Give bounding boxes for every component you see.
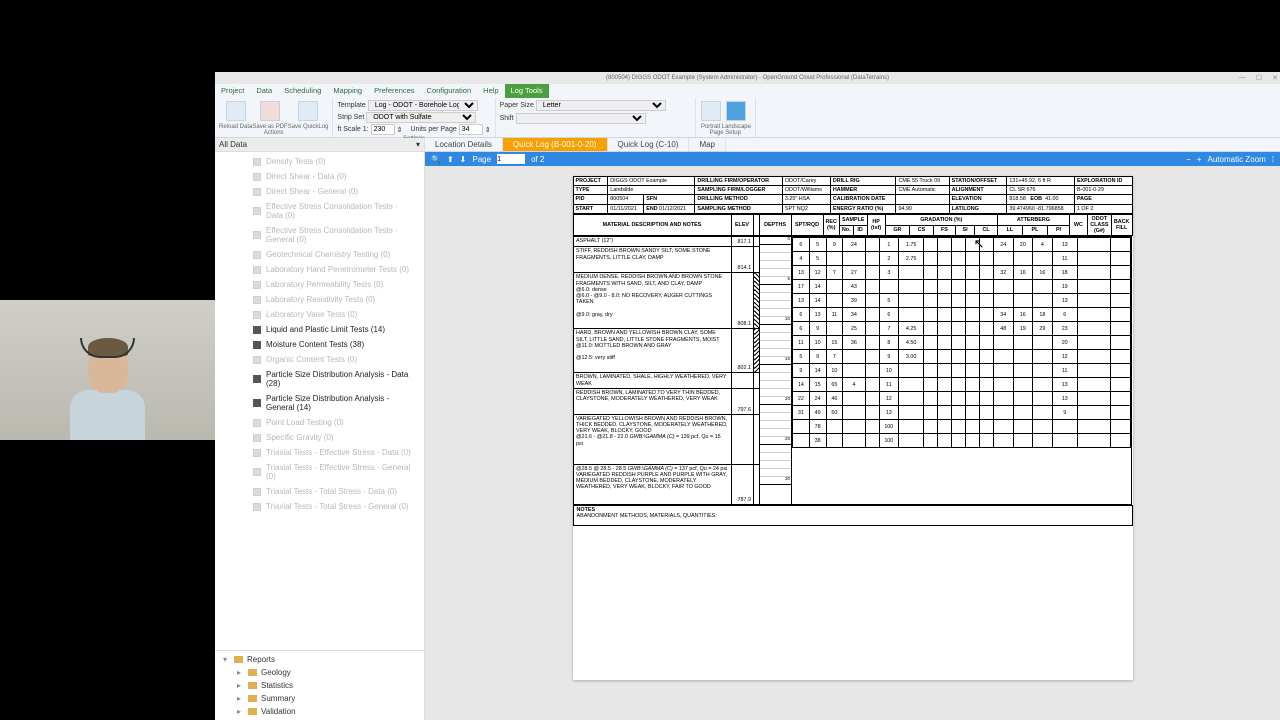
sidebar-item[interactable]: Triaxial Tests - Total Stress - Data (0) [215, 484, 424, 499]
sidebar-item[interactable]: Point Load Testing (0) [215, 415, 424, 430]
item-icon [253, 266, 261, 274]
minimize-icon[interactable]: — [1239, 74, 1246, 82]
sidebar-item[interactable]: Effective Stress Consolidation Tests - G… [215, 223, 424, 247]
item-icon [253, 207, 261, 215]
sidebar: All Data ▾ Density Tests (0)Direct Shear… [215, 138, 425, 720]
item-icon [253, 503, 261, 511]
webcam-panel [0, 300, 215, 440]
subtab[interactable]: Map [689, 138, 726, 151]
log-page: ↖ PROJECTDIGGS ODOT Example DRILLING FIR… [573, 176, 1133, 680]
sidebar-item[interactable]: Effective Stress Consolidation Tests - D… [215, 199, 424, 223]
scale-input[interactable] [371, 124, 395, 135]
app-window: (800504) DIGGS ODOT Example (System Admi… [215, 72, 1280, 720]
item-icon [253, 341, 261, 349]
folder-icon [234, 656, 243, 663]
ribbon-tab-project[interactable]: Project [215, 84, 250, 98]
tree-node[interactable]: ▸Geology [215, 666, 424, 679]
shift-select[interactable] [516, 113, 646, 124]
sidebar-item[interactable]: Direct Shear - General (0) [215, 184, 424, 199]
sidebar-item[interactable]: Laboratory Permeability Tests (0) [215, 277, 424, 292]
item-icon [253, 296, 261, 304]
portrait-button[interactable] [701, 101, 721, 121]
ribbon-tab-help[interactable]: Help [477, 84, 504, 98]
sidebar-item[interactable]: Particle Size Distribution Analysis - Ge… [215, 391, 424, 415]
ribbon: Reload Data Save as PDF Save QuickLog Ac… [215, 98, 1280, 138]
item-icon [253, 399, 261, 407]
item-icon [253, 419, 261, 427]
item-icon [253, 326, 261, 334]
viewer-toolbar: 🔍 ⬆ ⬇ Page of 2 − + Automatic Zoom ⁞ [425, 152, 1280, 166]
item-icon [253, 434, 261, 442]
sidebar-item[interactable]: Direct Shear - Data (0) [215, 169, 424, 184]
tree-node[interactable]: ▸Statistics [215, 679, 424, 692]
sidebar-item[interactable]: Particle Size Distribution Analysis - Da… [215, 367, 424, 391]
page-down-icon[interactable]: ⬇ [460, 155, 467, 164]
item-icon [253, 356, 261, 364]
sidebar-item[interactable]: Organic Content Tests (0) [215, 352, 424, 367]
search-icon[interactable]: 🔍 [431, 155, 441, 164]
item-icon [253, 311, 261, 319]
chevron-down-icon[interactable]: ▾ [416, 140, 420, 149]
item-icon [253, 188, 261, 196]
zoom-in-icon[interactable]: + [1197, 155, 1202, 164]
sidebar-item[interactable]: Specific Gravity (0) [215, 430, 424, 445]
folder-icon [248, 708, 257, 715]
sidebar-item[interactable]: Geotechnical Chemistry Testing (0) [215, 247, 424, 262]
tree-node[interactable]: ▸Summary [215, 692, 424, 705]
sidebar-item[interactable]: Density Tests (0) [215, 154, 424, 169]
save-pdf-button[interactable] [260, 101, 280, 121]
window-title: (800504) DIGGS ODOT Example (System Admi… [606, 75, 889, 81]
zoom-out-icon[interactable]: − [1186, 155, 1191, 164]
ribbon-tab-configuration[interactable]: Configuration [421, 84, 478, 98]
sidebar-item[interactable]: Laboratory Resistivity Tests (0) [215, 292, 424, 307]
item-icon [253, 488, 261, 496]
folder-icon [248, 695, 257, 702]
item-icon [253, 375, 261, 383]
sidebar-item[interactable]: Triaxial Tests - Total Stress - General … [215, 499, 424, 514]
sidebar-title: All Data [219, 140, 247, 149]
subtab[interactable]: Location Details [425, 138, 503, 151]
sidebar-item[interactable]: Triaxial Tests - Effective Stress - Gene… [215, 460, 424, 484]
sidebar-item[interactable]: Liquid and Plastic Limit Tests (14) [215, 322, 424, 337]
subtab[interactable]: Quick Log (C-10) [608, 138, 690, 151]
ribbon-tab-mapping[interactable]: Mapping [327, 84, 368, 98]
ribbon-tab-log-tools[interactable]: Log Tools [505, 84, 549, 98]
reload-data-button[interactable] [226, 101, 246, 121]
subtab[interactable]: Quick Log (B-001-0-20) [503, 138, 608, 151]
papersize-select[interactable]: Letter [536, 100, 666, 111]
ribbon-tab-preferences[interactable]: Preferences [368, 84, 420, 98]
upp-input[interactable] [459, 124, 483, 135]
ribbon-tab-scheduling[interactable]: Scheduling [278, 84, 327, 98]
ribbon-tab-data[interactable]: Data [250, 84, 278, 98]
item-icon [253, 281, 261, 289]
zoom-menu-icon[interactable]: ⁞ [1272, 155, 1274, 164]
template-select[interactable]: Log - ODOT - Borehole Log [368, 100, 478, 111]
item-icon [253, 449, 261, 457]
folder-icon [248, 682, 257, 689]
folder-icon [248, 669, 257, 676]
item-icon [253, 468, 261, 476]
tree-node[interactable]: ▸Validation [215, 705, 424, 718]
item-icon [253, 158, 261, 166]
save-quicklog-button[interactable] [298, 101, 318, 121]
item-icon [253, 231, 261, 239]
page-input[interactable] [497, 154, 525, 164]
sidebar-item[interactable]: Triaxial Tests - Effective Stress - Data… [215, 445, 424, 460]
titlebar: (800504) DIGGS ODOT Example (System Admi… [215, 72, 1280, 84]
close-icon[interactable]: ✕ [1272, 74, 1278, 82]
pdf-viewer[interactable]: ↖ PROJECTDIGGS ODOT Example DRILLING FIR… [425, 166, 1280, 720]
maximize-icon[interactable]: ☐ [1256, 74, 1262, 82]
item-icon [253, 251, 261, 259]
item-icon [253, 173, 261, 181]
tree-root[interactable]: ▾Reports [215, 653, 424, 666]
landscape-button[interactable] [726, 101, 746, 121]
sidebar-item[interactable]: Laboratory Vane Tests (0) [215, 307, 424, 322]
stripset-select[interactable]: ODOT with Sulfate [366, 112, 476, 123]
ribbon-tabs: ProjectDataSchedulingMappingPreferencesC… [215, 84, 1280, 98]
sidebar-item[interactable]: Moisture Content Tests (38) [215, 337, 424, 352]
main-area: Location DetailsQuick Log (B-001-0-20)Qu… [425, 138, 1280, 720]
page-up-icon[interactable]: ⬆ [447, 155, 454, 164]
sidebar-item[interactable]: Laboratory Hand Penetrometer Tests (0) [215, 262, 424, 277]
subtabs: Location DetailsQuick Log (B-001-0-20)Qu… [425, 138, 1280, 152]
